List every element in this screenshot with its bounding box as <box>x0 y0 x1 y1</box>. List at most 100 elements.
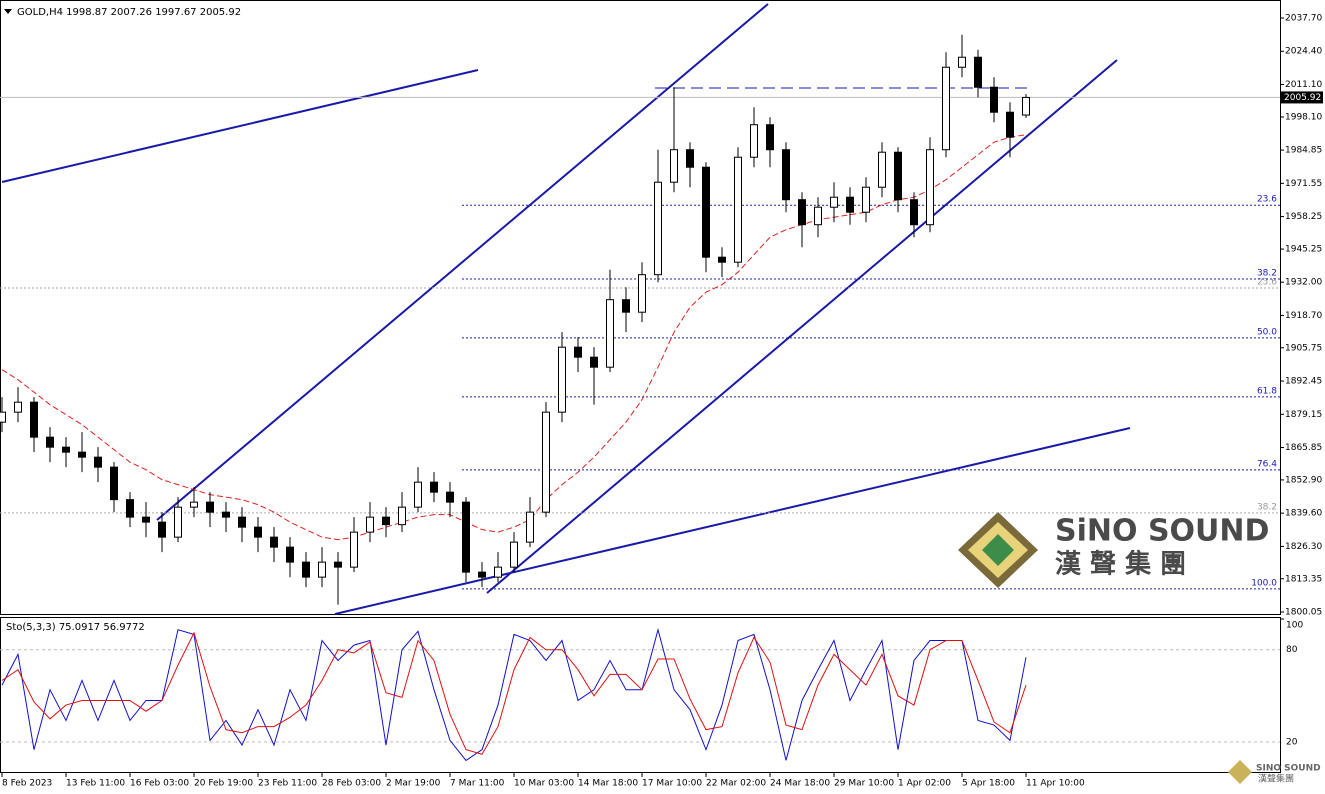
y-tick-label: 1839.60 <box>1285 509 1322 519</box>
candle-body <box>798 199 806 226</box>
candle-body <box>926 149 934 226</box>
fib-label: 76.4 <box>1257 459 1277 469</box>
trend-line <box>1 69 479 183</box>
sub-panel <box>0 617 1281 773</box>
stochastic-line <box>1 627 1027 762</box>
candle-body <box>718 256 726 263</box>
candle-body <box>110 466 118 501</box>
current-price-box <box>1281 91 1323 104</box>
y-tick-label: 1984.85 <box>1285 146 1322 156</box>
candle-body <box>734 156 742 263</box>
candle-body <box>254 526 262 538</box>
x-tick-label: 10 Mar 03:00 <box>514 779 574 789</box>
trend-line <box>486 59 1118 594</box>
candle-body <box>1022 96 1030 116</box>
x-tick-label: 5 Apr 18:00 <box>962 779 1015 789</box>
candle-body <box>446 491 454 503</box>
candle-body <box>62 446 70 453</box>
candle-body <box>846 196 854 213</box>
candle-body <box>622 299 630 313</box>
candle-body <box>862 186 870 213</box>
y-tick-label: 1813.35 <box>1285 574 1322 584</box>
fib-label: 61.8 <box>1257 386 1277 396</box>
trend-lines <box>1 3 1131 615</box>
x-tick-label: 16 Feb 03:00 <box>130 779 189 789</box>
small-brand-cn: 漢聲集團 <box>1258 773 1294 785</box>
candle-body <box>94 456 102 468</box>
x-tick-label: 20 Feb 19:00 <box>194 779 253 789</box>
y-tick-label: 1800.05 <box>1285 608 1322 618</box>
candle-body <box>158 521 166 538</box>
x-tick-label: 8 Feb 2023 <box>2 779 52 789</box>
candle-body <box>302 561 310 578</box>
stochastic-label: Sto(5,3,3) 75.0917 56.9772 <box>6 622 145 633</box>
candle-body <box>222 511 230 518</box>
chart-title: GOLD,H4 1998.87 2007.26 1997.67 2005.92 <box>17 7 241 18</box>
y-tick-label: 1945.25 <box>1285 245 1322 255</box>
y-tick-label: 1958.25 <box>1285 212 1322 222</box>
candle-body <box>318 561 326 578</box>
candle-body <box>686 149 694 168</box>
candle-body <box>782 149 790 201</box>
y-tick-label: 100 <box>1286 621 1303 631</box>
candle-body <box>270 536 278 548</box>
fib-label: 38.2 <box>1257 268 1277 278</box>
small-logo <box>1228 760 1252 784</box>
trend-line <box>156 3 769 521</box>
moving-average <box>1 134 1027 541</box>
fib-label: 38.2 <box>1257 502 1277 512</box>
x-tick-label: 14 Mar 18:00 <box>578 779 638 789</box>
y-tick-label: 1971.55 <box>1285 179 1322 189</box>
fib-label: 50.0 <box>1257 327 1277 337</box>
current-price-label: 2005.92 <box>1284 93 1321 103</box>
x-tick-label: 17 Mar 10:00 <box>642 779 702 789</box>
y-tick-label: 20 <box>1286 737 1298 747</box>
x-tick-label: 28 Feb 03:00 <box>322 779 381 789</box>
candle-body <box>638 274 646 313</box>
candle-body <box>350 531 358 568</box>
candle-body <box>382 516 390 526</box>
candle-body <box>78 451 86 458</box>
x-tick-label: 24 Mar 18:00 <box>770 779 830 789</box>
y-tick-label: 1998.10 <box>1285 112 1322 122</box>
y-tick-label: 80 <box>1286 645 1298 655</box>
candle-body <box>894 151 902 201</box>
candle-body <box>398 506 406 526</box>
candle-body <box>206 501 214 513</box>
logo-core <box>982 534 1014 566</box>
brand: SiNO SOUND <box>1055 514 1269 549</box>
x-tick-label: 29 Mar 10:00 <box>834 779 894 789</box>
candle-body <box>542 411 550 513</box>
candle-body <box>366 516 374 533</box>
candle-body <box>670 149 678 183</box>
candle-body <box>830 196 838 208</box>
candle-body <box>526 511 534 543</box>
y-tick-label: 1918.70 <box>1285 311 1322 321</box>
candle-body <box>430 481 438 493</box>
y-tick-label: 1852.90 <box>1285 475 1322 485</box>
fib-label: 100.0 <box>1251 578 1277 588</box>
small-brand: SINO SOUND <box>1256 764 1321 774</box>
candle-body <box>142 516 150 523</box>
candle-body <box>750 124 758 158</box>
candle-body <box>958 56 966 68</box>
candle-body <box>590 356 598 368</box>
candle-body <box>238 516 246 528</box>
candle-body <box>462 501 470 573</box>
candle-body <box>510 541 518 568</box>
candle-body <box>46 436 54 448</box>
collapse-icon <box>4 9 12 14</box>
fib-label: 23.6 <box>1257 195 1277 205</box>
y-tick-label: 1865.85 <box>1285 443 1322 453</box>
y-tick-label: 1826.30 <box>1285 542 1322 552</box>
candle-body <box>558 346 566 413</box>
candle-body <box>0 411 6 423</box>
candle-body <box>606 299 614 368</box>
candle-body <box>974 56 982 88</box>
candle-body <box>942 66 950 151</box>
candle-body <box>1006 111 1014 138</box>
x-tick-label: 11 Apr 10:00 <box>1026 779 1085 789</box>
candle-body <box>494 566 502 578</box>
candle-body <box>814 206 822 226</box>
fib-label: 23.6 <box>1257 277 1277 287</box>
